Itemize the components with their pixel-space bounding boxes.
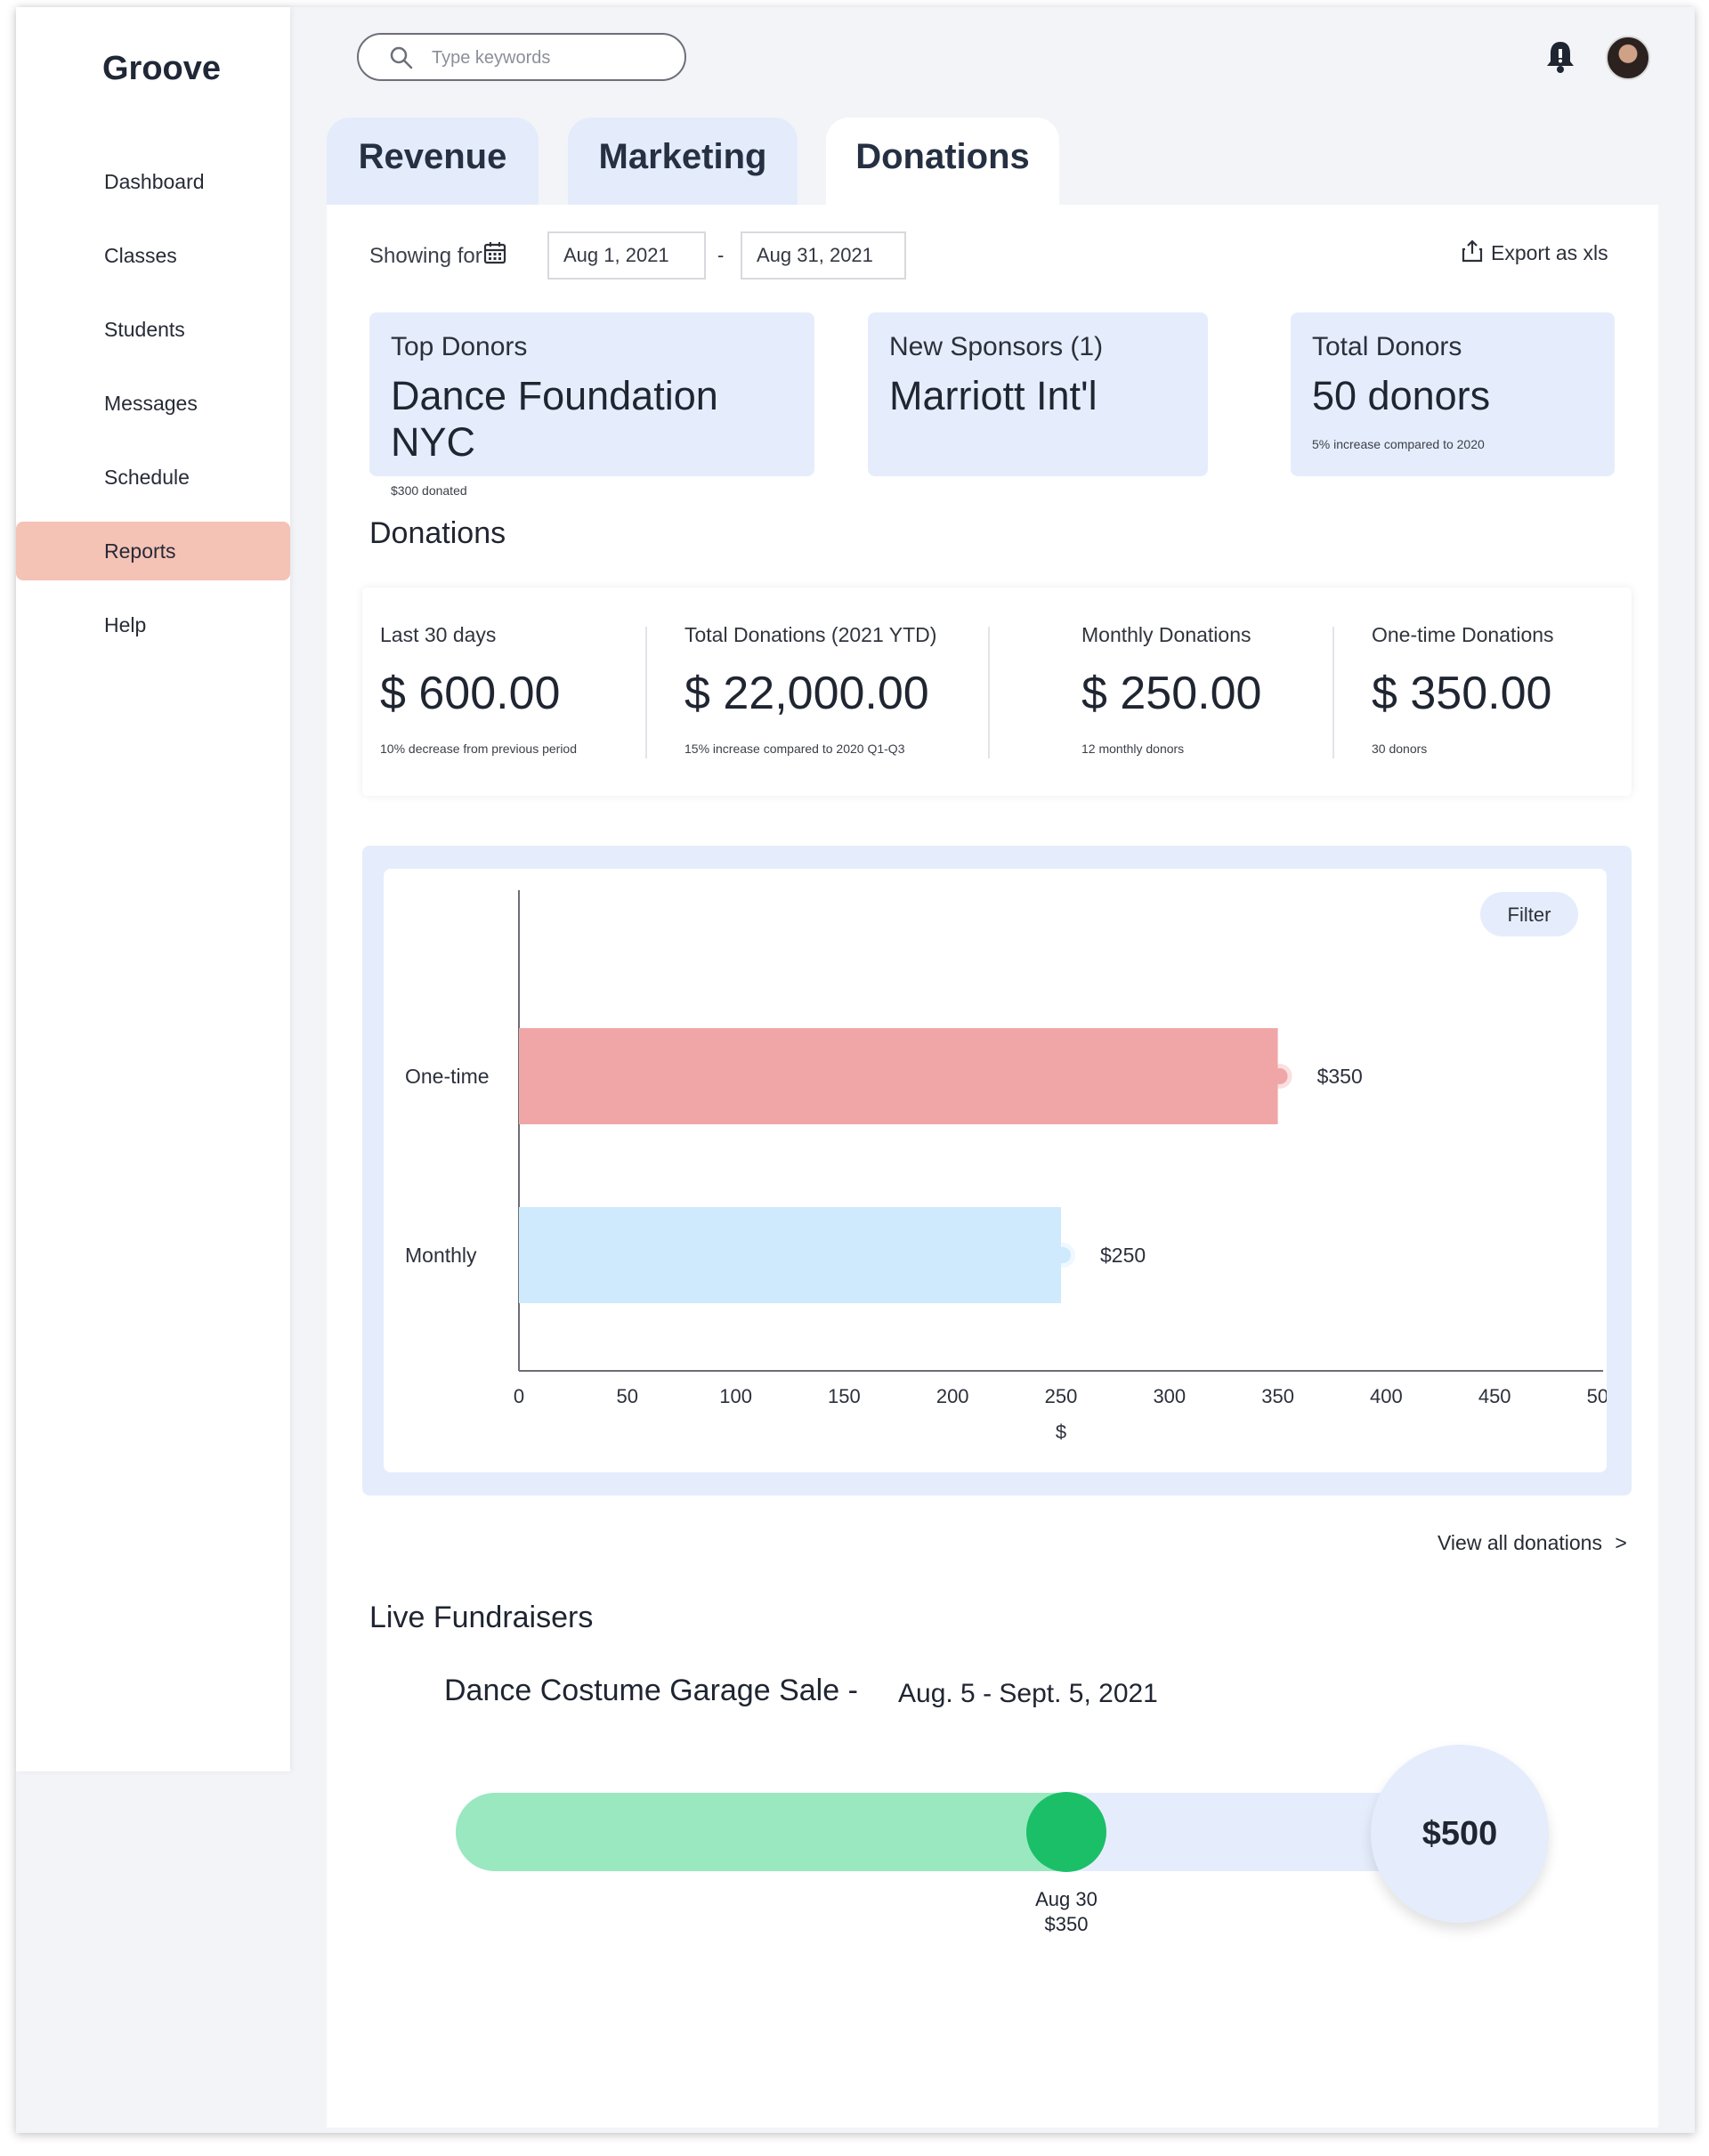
stat-divider [1332, 627, 1334, 758]
stat-total-ytd: Total Donations (2021 YTD) $ 22,000.00 1… [684, 623, 936, 756]
kpi-value: Marriott Int'l [889, 373, 1097, 418]
chevron-right-icon: > [1615, 1531, 1627, 1554]
bar-end-dot [1055, 1247, 1071, 1263]
x-tick-label: 500 [1587, 1385, 1607, 1407]
sidebar-item-messages[interactable]: Messages [104, 392, 198, 415]
sidebar-item-dashboard[interactable]: Dashboard [104, 170, 205, 193]
bar-monthly [519, 1207, 1061, 1303]
stat-label: Total Donations (2021 YTD) [684, 623, 937, 646]
tab-marketing[interactable]: Marketing [568, 118, 798, 207]
stat-label: Monthly Donations [1081, 623, 1251, 646]
x-tick-label: 400 [1370, 1385, 1403, 1407]
kpi-card-new-sponsors: New Sponsors (1) Marriott Int'l [868, 312, 1208, 476]
sidebar-item-schedule[interactable]: Schedule [104, 466, 190, 489]
stat-subtext: 30 donors [1372, 742, 1428, 756]
x-tick-label: 200 [936, 1385, 969, 1407]
kpi-subtext: $300 donated [391, 483, 467, 498]
stat-monthly: Monthly Donations $ 250.00 12 monthly do… [1081, 623, 1261, 756]
export-label: Export as xls [1491, 241, 1608, 264]
search-box[interactable] [357, 33, 686, 81]
donation-stats-card: Last 30 days $ 600.00 10% decrease from … [362, 588, 1632, 796]
app-logo: Groove [102, 50, 222, 87]
view-all-donations-link[interactable]: View all donations > [1438, 1531, 1627, 1555]
sidebar-item-help[interactable]: Help [104, 613, 147, 636]
bar-value-label: $350 [1317, 1065, 1363, 1088]
kpi-value: Dance Foundation NYC [391, 373, 718, 465]
stat-subtext: 12 monthly donors [1081, 742, 1185, 756]
stat-subtext: 10% decrease from previous period [380, 742, 578, 756]
fundraiser-progress-fill [456, 1793, 1066, 1871]
x-tick-label: 100 [719, 1385, 752, 1407]
x-tick-label: 150 [828, 1385, 861, 1407]
kpi-label: New Sponsors (1) [889, 332, 1104, 361]
search-icon [390, 46, 413, 69]
donations-bar-chart: One-time $350 Monthly $250 0 50 100 150 200 250 30… [405, 890, 1607, 1443]
stat-divider [988, 627, 990, 758]
fundraiser-goal-badge: $500 [1371, 1745, 1549, 1923]
kpi-value: 50 donors [1312, 373, 1491, 418]
y-category-label: One-time [405, 1065, 490, 1088]
donations-chart-card: One-time $350 Monthly $250 0 50 100 150 200 250 30… [362, 846, 1632, 1495]
fundraiser-dates: Aug. 5 - Sept. 5, 2021 [898, 1679, 1158, 1708]
end-date-field[interactable]: Aug 31, 2021 [741, 231, 906, 280]
sidebar-item-reports[interactable]: Reports [16, 522, 290, 580]
showing-for-label: Showing for [369, 244, 482, 268]
live-fundraisers-title: Live Fundraisers [369, 1601, 594, 1634]
stat-value: $ 600.00 [380, 668, 561, 719]
export-icon [1462, 239, 1483, 263]
kpi-card-total-donors: Total Donors 50 donors 5% increase compa… [1291, 312, 1615, 476]
tab-revenue[interactable]: Revenue [327, 118, 539, 207]
fundraiser-name: Dance Costume Garage Sale - [444, 1674, 858, 1707]
search-input[interactable] [430, 44, 665, 72]
sidebar: Groove Dashboard Classes Students Messag… [16, 7, 290, 1771]
export-xls-button[interactable]: Export as xls [1461, 239, 1608, 265]
marker-amount: $350 [1044, 1913, 1089, 1935]
marker-date: Aug 30 [1035, 1888, 1097, 1910]
y-category-label: Monthly [405, 1244, 477, 1267]
view-all-label: View all donations [1438, 1531, 1602, 1554]
bar-end-dot [1271, 1068, 1288, 1084]
stat-value: $ 250.00 [1081, 668, 1262, 719]
bar-one-time [519, 1028, 1278, 1124]
kpi-label: Total Donors [1312, 332, 1462, 361]
bell-icon[interactable] [1544, 39, 1576, 79]
x-axis-label: $ [1056, 1421, 1066, 1443]
bar-value-label: $250 [1100, 1244, 1146, 1267]
stat-subtext: 15% increase compared to 2020 Q1-Q3 [684, 742, 905, 756]
x-tick-label: 0 [514, 1385, 524, 1407]
app-window: Groove Dashboard Classes Students Messag… [16, 7, 1695, 2133]
donations-panel: Showing for Aug 1, 2021 - Aug 31, 2021 E… [327, 205, 1658, 2128]
tab-donations[interactable]: Donations [826, 118, 1059, 207]
stat-value: $ 22,000.00 [684, 668, 929, 719]
avatar[interactable] [1606, 36, 1650, 80]
kpi-card-top-donors: Top Donors Dance Foundation NYC $300 don… [369, 312, 814, 498]
fundraiser-progress-track [456, 1792, 1435, 1872]
stat-label: One-time Donations [1372, 623, 1554, 646]
progress-marker-label: Aug 30 $350 [995, 1887, 1138, 1937]
progress-marker-knob[interactable] [1026, 1792, 1106, 1872]
stat-last-30-days: Last 30 days $ 600.00 10% decrease from … [380, 623, 577, 756]
date-separator: - [717, 244, 725, 266]
stat-label: Last 30 days [380, 623, 497, 646]
donations-section-title: Donations [369, 516, 506, 550]
filter-button[interactable]: Filter [1480, 892, 1578, 936]
sidebar-item-classes[interactable]: Classes [104, 244, 177, 267]
calendar-icon[interactable] [483, 240, 506, 270]
x-tick-label: 250 [1045, 1385, 1078, 1407]
x-tick-label: 350 [1261, 1385, 1294, 1407]
chart-area: One-time $350 Monthly $250 0 50 100 150 200 250 30… [384, 869, 1607, 1472]
kpi-subtext: 5% increase compared to 2020 [1312, 437, 1485, 451]
kpi-label: Top Donors [391, 332, 528, 361]
stat-value: $ 350.00 [1372, 668, 1552, 719]
x-tick-label: 50 [617, 1385, 638, 1407]
stat-divider [645, 627, 647, 758]
sidebar-item-students[interactable]: Students [104, 318, 185, 341]
start-date-field[interactable]: Aug 1, 2021 [547, 231, 706, 280]
stat-one-time: One-time Donations $ 350.00 30 donors [1372, 623, 1554, 756]
x-tick-label: 450 [1478, 1385, 1511, 1407]
x-tick-label: 300 [1153, 1385, 1186, 1407]
